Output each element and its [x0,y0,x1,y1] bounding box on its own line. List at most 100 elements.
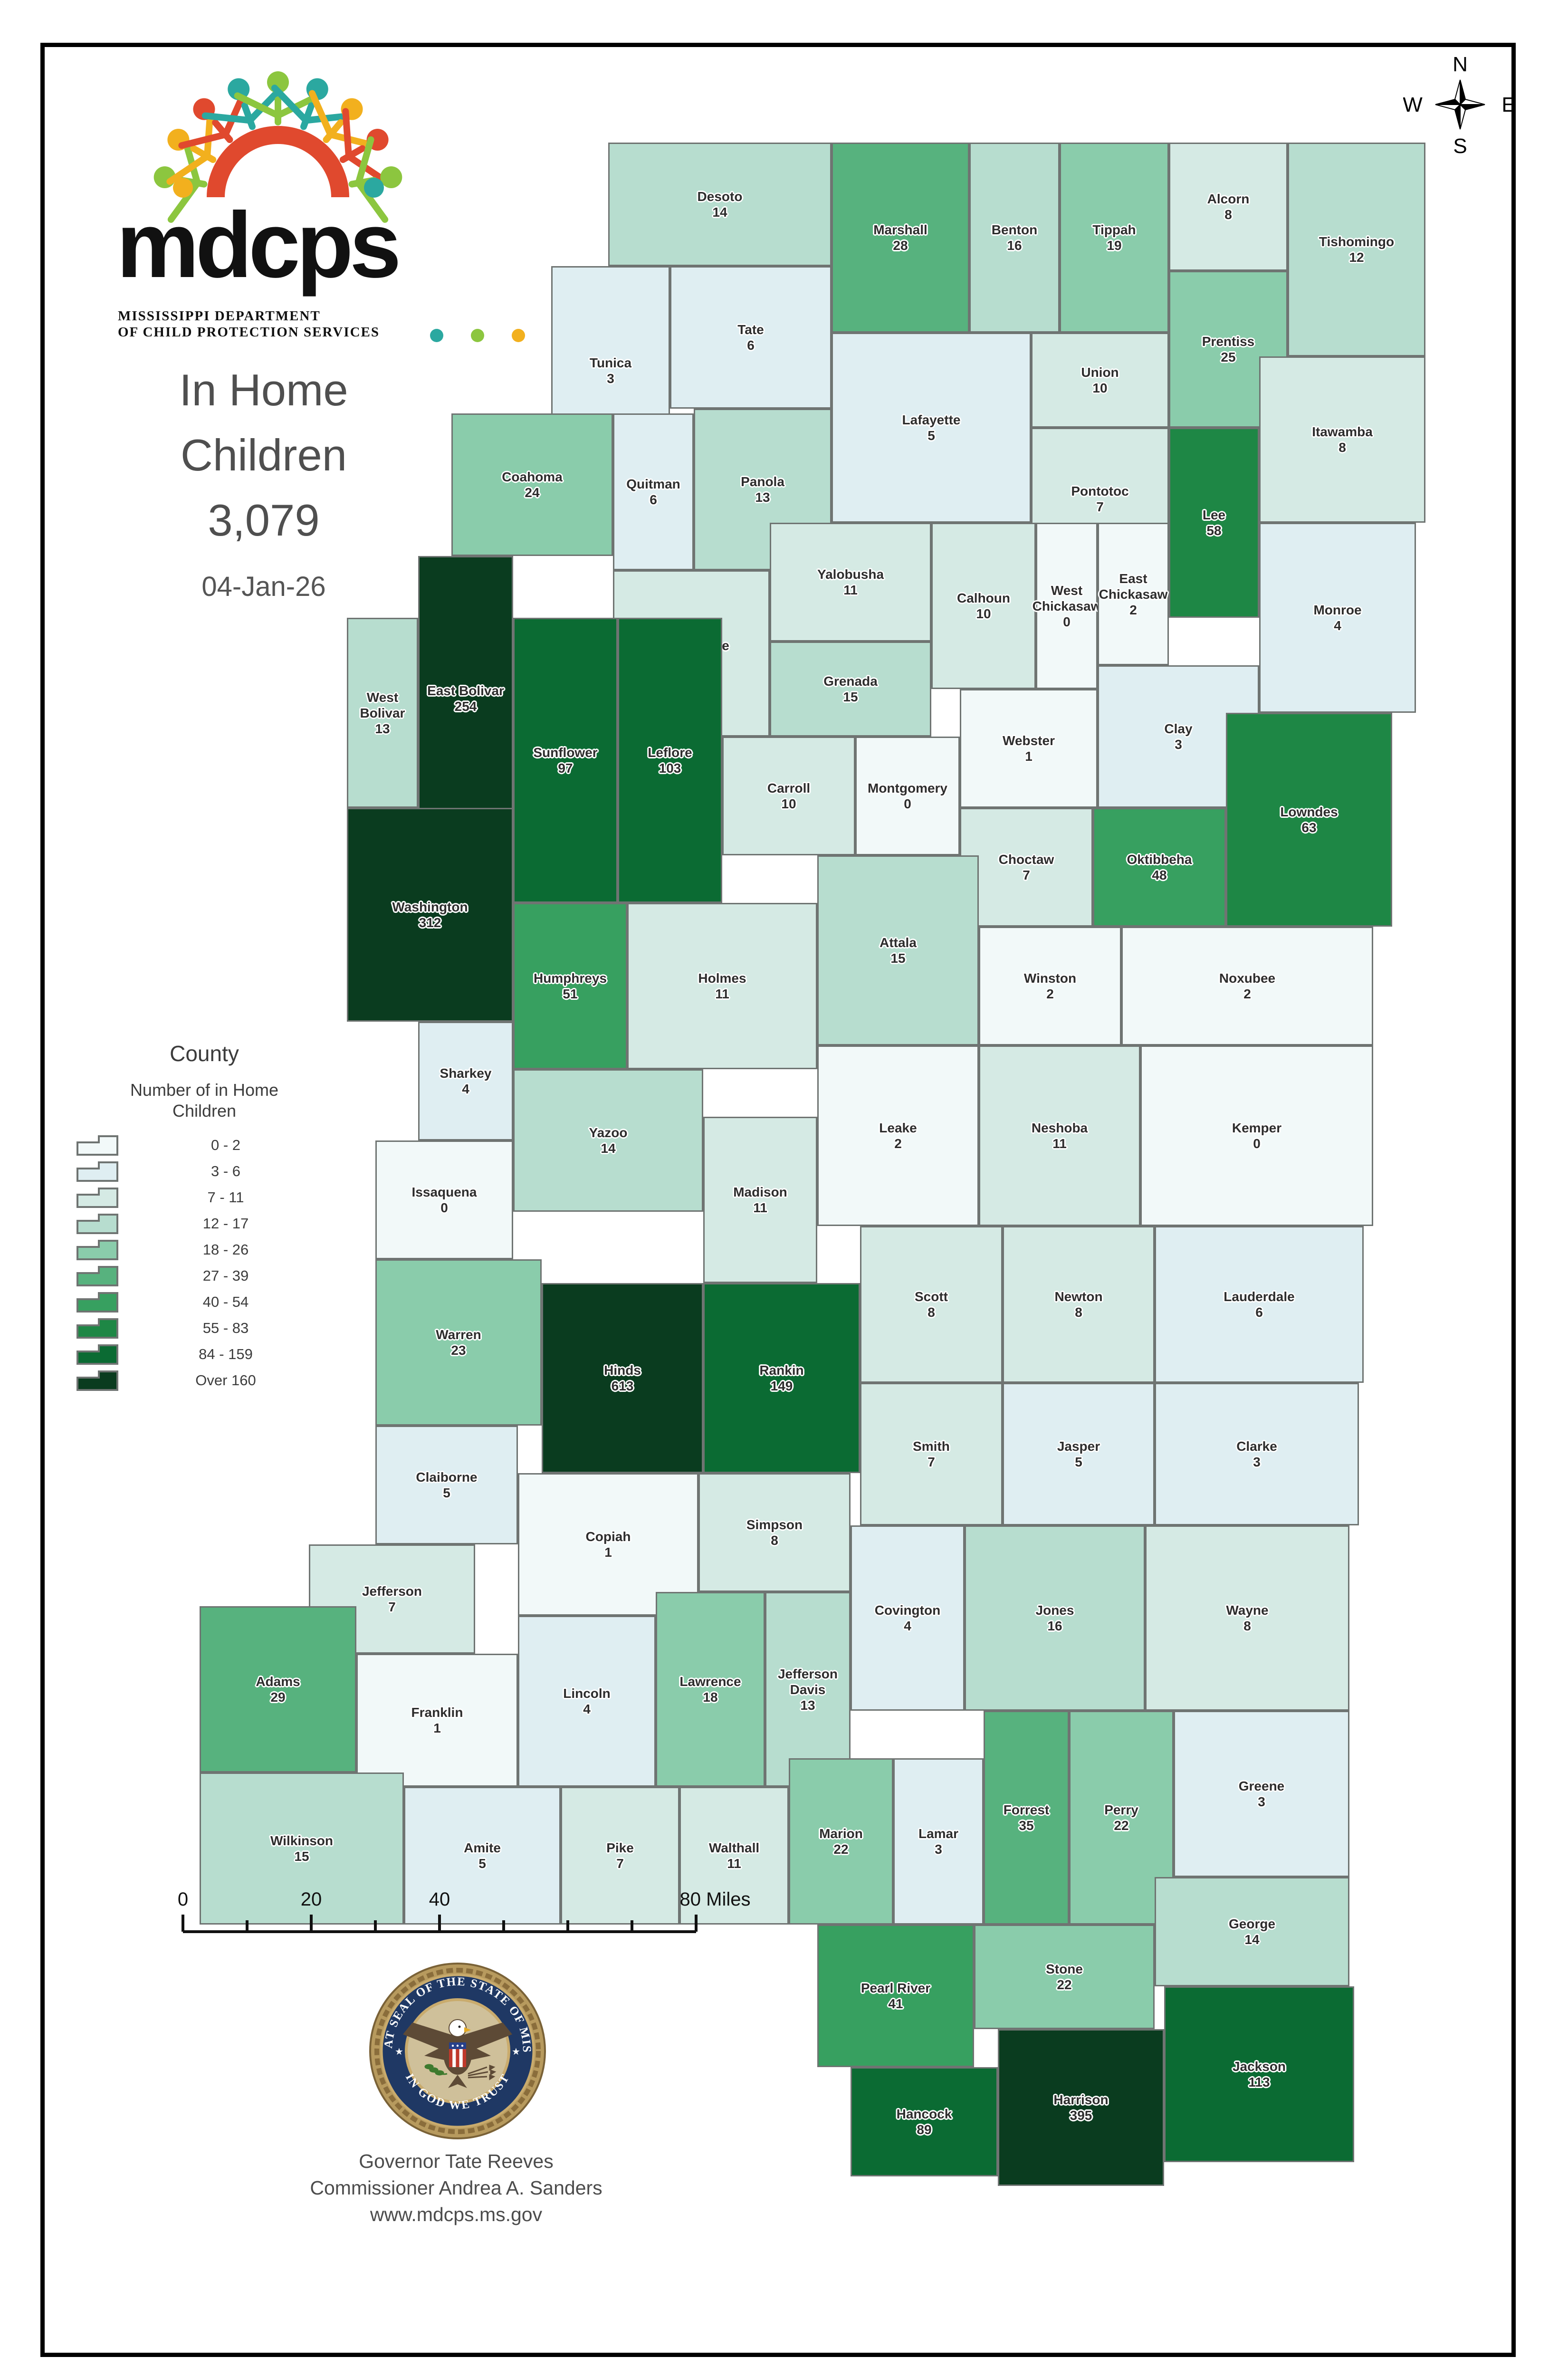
legend-range-label: 27 - 39 [202,1267,249,1284]
county-name: Sharkey [440,1066,492,1081]
county-wilkinson: Wilkinson 15 [200,1772,404,1925]
county-value: 13 [375,721,390,736]
county-forrest: Forrest 35 [984,1711,1069,1925]
state-seal: THE GREAT SEAL OF THE STATE OF MISSISSIP… [367,1961,546,2139]
county-value: 4 [462,1082,469,1096]
county-issaquena: Issaquena 0 [375,1140,513,1259]
county-scott: Scott 8 [860,1226,1003,1383]
mdcps-caption-line2: OF CHILD PROTECTION SERVICES [118,325,380,340]
compass-west-label: W [1403,93,1423,116]
county-value: 15 [843,690,858,704]
county-name: Lauderdale [1224,1289,1295,1304]
county-name: Leflore [648,745,692,760]
county-name: Kemper [1232,1121,1282,1135]
county-value: 5 [478,1856,486,1871]
compass-north-label: N [1453,53,1468,76]
legend-item: 0 - 2 [76,1132,333,1158]
county-east-chickasaw: East Chickasaw 2 [1098,523,1169,665]
county-value: 7 [1096,499,1104,514]
page-frame [40,43,1516,2357]
county-greene: Greene 3 [1174,1711,1349,1877]
county-name: Yalobusha [817,567,884,582]
county-name: George [1228,1916,1276,1931]
county-value: 8 [927,1305,935,1320]
county-jones: Jones 16 [965,1525,1145,1711]
county-tippah: Tippah 19 [1060,143,1169,333]
county-adams: Adams 29 [200,1606,356,1772]
county-name: Yazoo [589,1125,628,1140]
county-calhoun: Calhoun 10 [931,523,1036,689]
county-name: Harrison [1053,2092,1109,2107]
county-claiborne: Claiborne 5 [375,1426,518,1544]
mdcps-caption-line1: MISSISSIPPI DEPARTMENT [118,308,321,324]
county-value: 1 [1025,749,1033,764]
county-pike: Pike 7 [561,1787,679,1925]
county-value: 0 [1253,1136,1261,1151]
legend-swatch-icon [76,1239,118,1260]
legend-item: 40 - 54 [76,1289,333,1315]
county-name: Neshoba [1031,1121,1088,1135]
scale-label: 80 Miles [680,1889,751,1910]
county-value: 4 [1334,618,1341,633]
legend-swatch-icon [76,1370,118,1391]
county-name: Lamar [918,1826,959,1841]
legend-range-label: 12 - 17 [202,1215,249,1232]
footer-commissioner: Commissioner Andrea A. Sanders [310,2177,602,2199]
county-value: 13 [800,1697,815,1713]
county-name: Smith [913,1439,950,1454]
county-name: Claiborne [416,1470,478,1485]
county-value: 7 [616,1856,624,1871]
footer-website: www.mdcps.ms.gov [370,2204,543,2225]
legend-swatch-icon [76,1187,118,1208]
scale-bar: 0 20 40 80 Miles [178,1889,751,1933]
legend-swatch-icon [76,1213,118,1234]
county-value: 41 [888,1996,903,2011]
county-jackson: Jackson 113 [1164,1986,1354,2162]
county-name: Marion [819,1826,863,1841]
county-name: Copiah [585,1529,631,1544]
county-value: 2 [894,1136,902,1151]
county-value: 2 [1046,987,1054,1001]
county-sunflower: Sunflower 97 [513,618,618,903]
county-name: Tunica [589,355,632,370]
county-name: East Chickasaw [1099,571,1168,602]
county-value: 35 [1019,1818,1034,1833]
legend-range-label: 3 - 6 [210,1162,241,1179]
footer: Governor Tate Reeves Commissioner Andrea… [266,2148,646,2228]
county-value: 14 [1244,1932,1260,1947]
county-name: Jones [1035,1603,1074,1618]
county-value: 25 [1221,350,1236,364]
county-value: 0 [1063,614,1071,629]
county-marion: Marion 22 [789,1758,893,1925]
county-lee: Lee 58 [1169,428,1259,618]
county-value: 58 [1206,523,1222,538]
county-value: 89 [917,2122,932,2137]
county-name: Tate [737,322,764,337]
county-value: 18 [703,1690,718,1705]
county-value: 14 [601,1141,616,1156]
county-union: Union 10 [1031,333,1169,428]
seal-star-left-icon: ★ [395,2047,403,2057]
county-name: Jefferson Davis [777,1666,838,1697]
county-value: 4 [583,1702,591,1716]
county-alcorn: Alcorn 8 [1169,143,1288,271]
county-value: 613 [611,1379,634,1393]
county-value: 22 [1114,1818,1129,1833]
county-grenada: Grenada 15 [770,642,931,737]
legend-swatch-icon [76,1292,118,1313]
county-name: Adams [256,1674,300,1689]
county-value: 10 [781,796,796,811]
county-name: Carroll [767,781,811,795]
mdcps-caption: MISSISSIPPI DEPARTMENT OF CHILD PROTECTI… [118,308,412,340]
county-name: Greene [1238,1779,1285,1793]
county-value: 19 [1107,238,1122,253]
county-name: Lincoln [563,1686,611,1701]
county-name: Calhoun [957,591,1010,605]
county-name: Warren [436,1327,481,1342]
scale-label: 40 [429,1889,450,1910]
county-name: Clarke [1236,1439,1277,1454]
county-value: 3 [1175,737,1182,752]
county-name: Oktibbeha [1127,852,1192,867]
county-value: 0 [440,1200,448,1215]
